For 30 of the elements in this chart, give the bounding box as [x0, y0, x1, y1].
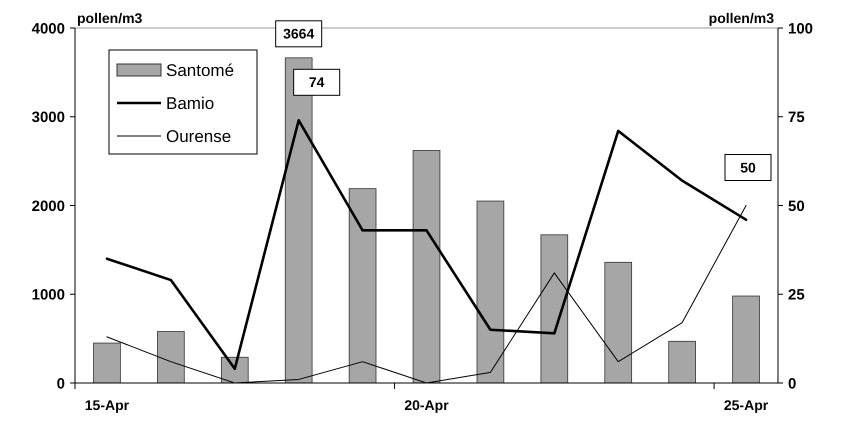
y2-axis-title: pollen/m3 — [708, 10, 774, 26]
legend-label: Santomé — [166, 60, 234, 80]
y2-tick-label: 100 — [788, 20, 814, 38]
y-tick-label: 3000 — [32, 109, 65, 126]
data-label: 74 — [308, 74, 325, 90]
x-tick-label: 20-Apr — [404, 397, 450, 413]
data-label: 3664 — [283, 26, 314, 42]
y-axis-title: pollen/m3 — [77, 10, 143, 26]
bar — [412, 150, 440, 384]
bar — [348, 188, 376, 384]
y2-tick-label: 0 — [788, 375, 796, 392]
bar — [668, 340, 696, 384]
y-tick-label: 2000 — [32, 198, 65, 215]
y-tick-label: 0 — [56, 375, 65, 392]
bar — [476, 200, 504, 384]
legend-label: Bamio — [166, 94, 214, 113]
bar — [540, 234, 568, 384]
bar — [157, 331, 185, 384]
y2-tick-label: 25 — [788, 286, 805, 304]
y-tick-label: 4000 — [32, 20, 65, 38]
y2-tick-label: 50 — [788, 198, 805, 215]
bar — [93, 342, 121, 384]
y-tick-label: 1000 — [32, 286, 65, 304]
bar — [732, 296, 760, 384]
bar — [604, 262, 632, 384]
data-label: 50 — [740, 159, 756, 176]
x-tick-label: 15-Apr — [84, 397, 130, 413]
x-tick-label: 25-Apr — [724, 397, 769, 413]
legend-label: Ourense — [166, 126, 232, 146]
y2-tick-label: 75 — [788, 109, 805, 126]
